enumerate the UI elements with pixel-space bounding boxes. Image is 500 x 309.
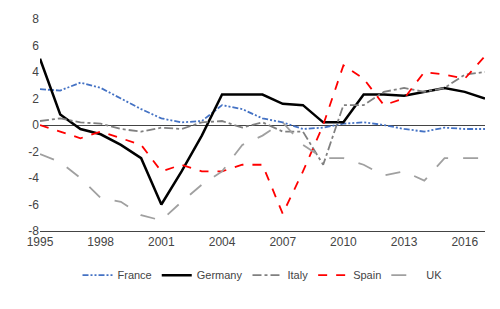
svg-text:1998: 1998 (87, 235, 114, 249)
svg-text:Spain: Spain (353, 269, 381, 281)
svg-text:Germany: Germany (197, 269, 243, 281)
svg-text:2010: 2010 (330, 235, 357, 249)
svg-text:8: 8 (32, 12, 39, 26)
svg-text:Italy: Italy (287, 269, 308, 281)
svg-text:2016: 2016 (451, 235, 478, 249)
svg-text:UK: UK (426, 269, 442, 281)
svg-text:-8: -8 (28, 224, 39, 238)
svg-text:2: 2 (32, 92, 39, 106)
svg-text:2013: 2013 (391, 235, 418, 249)
svg-text:2001: 2001 (148, 235, 175, 249)
svg-text:4: 4 (32, 65, 39, 79)
svg-text:1995: 1995 (27, 235, 54, 249)
svg-text:-4: -4 (28, 171, 39, 185)
svg-text:-6: -6 (28, 198, 39, 212)
svg-text:France: France (118, 269, 152, 281)
svg-text:2007: 2007 (269, 235, 296, 249)
svg-text:6: 6 (32, 39, 39, 53)
svg-text:0: 0 (32, 118, 39, 132)
svg-text:2004: 2004 (209, 235, 236, 249)
svg-text:-2: -2 (28, 145, 39, 159)
